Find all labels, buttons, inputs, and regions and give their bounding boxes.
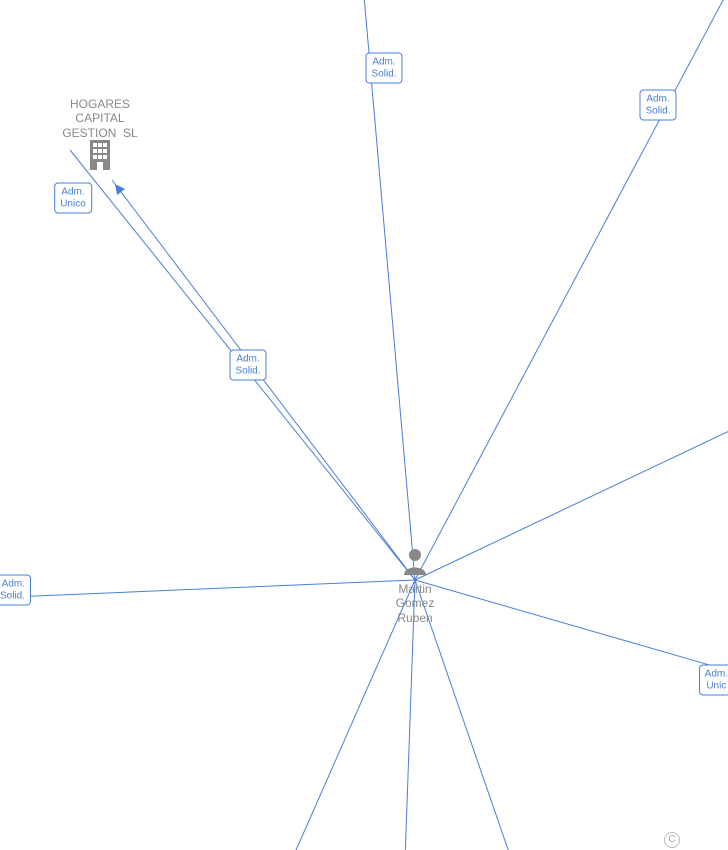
edge-e2 — [70, 150, 415, 580]
network-canvas — [0, 0, 728, 850]
arrowhead-e1 — [115, 184, 125, 195]
company-node[interactable] — [86, 138, 114, 175]
watermark-empresia: Cempresia — [664, 830, 728, 850]
person-node-central[interactable] — [402, 547, 428, 580]
edge-e7 — [0, 580, 415, 600]
edge-e10 — [400, 580, 415, 850]
edge-e1 — [112, 180, 415, 580]
edge-e5 — [415, 350, 728, 580]
edge-e3 — [360, 0, 415, 580]
edge-e6 — [415, 580, 728, 720]
edge-e8 — [415, 580, 560, 850]
edge-e9 — [230, 580, 415, 850]
edge-e4 — [415, 0, 728, 580]
